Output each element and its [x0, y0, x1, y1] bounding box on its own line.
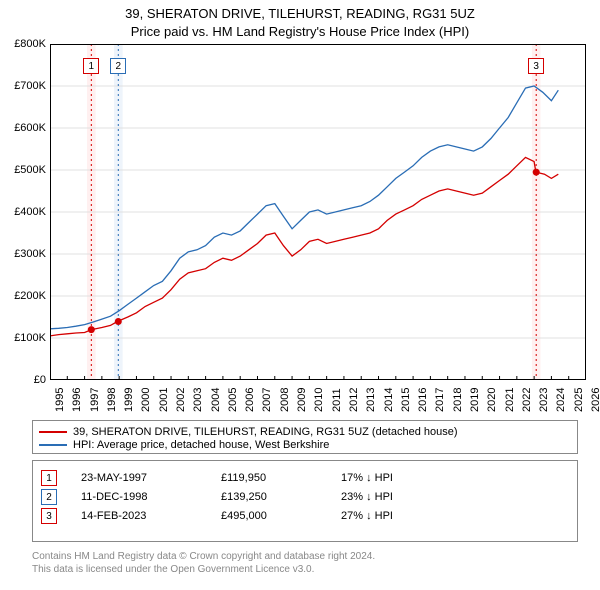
x-axis-tick-label: 1997: [89, 388, 101, 412]
footer-line-2: This data is licensed under the Open Gov…: [32, 563, 375, 576]
x-axis-tick-label: 2023: [538, 388, 550, 412]
y-axis-tick-label: £700K: [6, 80, 46, 92]
x-axis-tick-label: 2011: [331, 388, 343, 412]
x-axis-tick-label: 2019: [469, 388, 481, 412]
x-axis-tick-label: 1996: [71, 388, 83, 412]
y-axis-tick-label: £0: [6, 374, 46, 386]
x-axis-tick-label: 2008: [279, 388, 291, 412]
x-axis-tick-label: 2021: [504, 388, 516, 412]
x-axis-tick-label: 2003: [192, 388, 204, 412]
y-axis-tick-label: £200K: [6, 290, 46, 302]
event-price: £119,950: [221, 472, 341, 484]
x-axis-tick-label: 2004: [210, 388, 222, 412]
event-hpi-delta: 17% ↓ HPI: [341, 472, 393, 484]
x-axis-tick-label: 2024: [555, 388, 567, 412]
event-price: £495,000: [221, 510, 341, 522]
event-row-2: 2 11-DEC-1998£139,25023% ↓ HPI: [41, 489, 569, 505]
footer-line-1: Contains HM Land Registry data © Crown c…: [32, 550, 375, 563]
x-axis-tick-label: 2020: [486, 388, 498, 412]
x-axis-tick-label: 1998: [106, 388, 118, 412]
x-axis-tick-label: 2017: [434, 388, 446, 412]
x-axis-tick-label: 2010: [313, 388, 325, 412]
chart-legend: 39, SHERATON DRIVE, TILEHURST, READING, …: [32, 420, 578, 454]
event-badge: 1: [41, 470, 57, 486]
y-axis-tick-label: £300K: [6, 248, 46, 260]
event-row-1: 1 23-MAY-1997£119,95017% ↓ HPI: [41, 470, 569, 486]
x-axis-tick-label: 2016: [417, 388, 429, 412]
legend-swatch: [39, 444, 67, 446]
legend-swatch: [39, 431, 67, 433]
footer-attribution: Contains HM Land Registry data © Crown c…: [32, 550, 375, 576]
event-marker-1: 1: [83, 58, 99, 74]
event-marker-2: 2: [110, 58, 126, 74]
event-date: 14-FEB-2023: [81, 510, 221, 522]
price-vs-hpi-chart: £0£100K£200K£300K£400K£500K£600K£700K£80…: [50, 44, 586, 380]
x-axis-tick-label: 2025: [573, 388, 585, 412]
x-axis-tick-label: 2007: [261, 388, 273, 412]
x-axis-tick-label: 2000: [140, 388, 152, 412]
x-axis-tick-label: 2006: [244, 388, 256, 412]
event-badge: 3: [41, 508, 57, 524]
x-axis-tick-label: 2022: [521, 388, 533, 412]
event-badge: 2: [41, 489, 57, 505]
event-hpi-delta: 23% ↓ HPI: [341, 491, 393, 503]
y-axis-tick-label: £500K: [6, 164, 46, 176]
x-axis-tick-label: 2009: [296, 388, 308, 412]
x-axis-tick-label: 2013: [365, 388, 377, 412]
event-price: £139,250: [221, 491, 341, 503]
x-axis-tick-label: 2001: [158, 388, 170, 412]
y-axis-tick-label: £400K: [6, 206, 46, 218]
event-marker-3: 3: [528, 58, 544, 74]
x-axis-tick-label: 2012: [348, 388, 360, 412]
x-axis-tick-label: 1995: [54, 388, 66, 412]
page-subtitle: Price paid vs. HM Land Registry's House …: [0, 24, 600, 39]
legend-item-hpi: HPI: Average price, detached house, West…: [39, 439, 571, 451]
y-axis-tick-label: £800K: [6, 38, 46, 50]
event-date: 23-MAY-1997: [81, 472, 221, 484]
page-title: 39, SHERATON DRIVE, TILEHURST, READING, …: [0, 6, 600, 21]
event-date: 11-DEC-1998: [81, 491, 221, 503]
legend-item-subject: 39, SHERATON DRIVE, TILEHURST, READING, …: [39, 426, 571, 438]
legend-label: HPI: Average price, detached house, West…: [73, 439, 329, 451]
x-axis-tick-label: 2026: [590, 388, 600, 412]
x-axis-tick-label: 2018: [452, 388, 464, 412]
y-axis-tick-label: £600K: [6, 122, 46, 134]
x-axis-tick-label: 1999: [123, 388, 135, 412]
events-panel: 1 23-MAY-1997£119,95017% ↓ HPI 2 11-DEC-199…: [32, 460, 578, 542]
x-axis-tick-label: 2005: [227, 388, 239, 412]
legend-label: 39, SHERATON DRIVE, TILEHURST, READING, …: [73, 426, 458, 438]
x-axis-tick-label: 2015: [400, 388, 412, 412]
x-axis-tick-label: 2002: [175, 388, 187, 412]
event-row-3: 3 14-FEB-2023£495,00027% ↓ HPI: [41, 508, 569, 524]
event-hpi-delta: 27% ↓ HPI: [341, 510, 393, 522]
x-axis-tick-label: 2014: [383, 388, 395, 412]
y-axis-tick-label: £100K: [6, 332, 46, 344]
